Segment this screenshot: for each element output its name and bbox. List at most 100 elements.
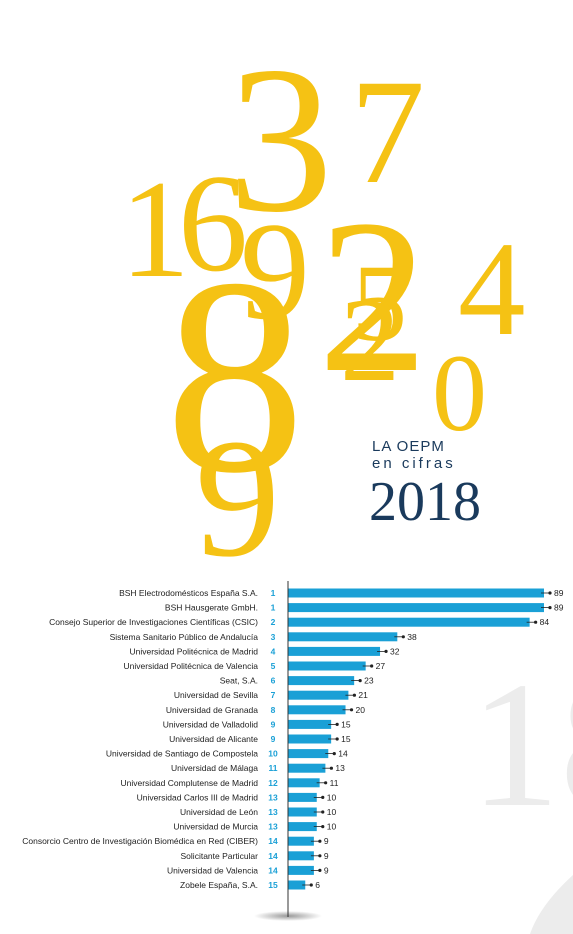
bar-category-label: Universidad de León [180,807,258,817]
bar-value-label: 38 [407,632,417,642]
bar [288,792,317,802]
cover-title: LA OEPM en cifras 2018 [369,438,481,533]
bar [288,807,317,817]
bar-category-label: Seat, S.A. [220,676,258,686]
bar-value-label: 84 [540,617,550,627]
bar-value-label: 15 [341,734,351,744]
cover-numeral: 2 [340,273,400,406]
bar-value-label: 15 [341,719,351,729]
bar [288,836,314,846]
watermark-curve [530,875,573,934]
bar-category-label: BSH Hausgerate GmbH. [165,603,258,613]
bar [288,603,544,613]
bar [288,880,306,890]
bar-value-dot [332,752,336,756]
bar-value-dot [321,810,325,814]
bar [288,851,314,861]
bar [288,588,544,598]
bar [288,705,346,715]
bar-category-label: Universidad de Valencia [167,865,258,875]
bar-value-dot [401,635,405,639]
bar-category-label: Universidad de Santiago de Compostela [106,749,258,759]
bar-category-label: Universidad Politécnica de Valencia [123,661,258,671]
bar-category-label: Universidad Carlos III de Madrid [137,792,259,802]
bar-value-label: 14 [338,749,348,759]
bar [288,646,381,656]
bar-value-label: 13 [335,763,345,773]
bar-value-label: 10 [327,807,337,817]
bar-category-label: Universidad de Málaga [171,763,258,773]
bar-rank-label: 12 [268,778,278,788]
bar-value-dot [318,854,322,858]
bar-value-label: 89 [554,603,564,613]
bar-value-dot [335,737,339,741]
bar-value-dot [318,868,322,872]
bar-value-label: 9 [324,865,329,875]
bar-value-dot [329,766,333,770]
bar-value-dot [324,781,328,785]
bar-value-label: 11 [330,778,339,788]
title-year: 2018 [369,471,481,533]
bar-rank-label: 1 [271,603,276,613]
bar-value-dot [534,620,538,624]
bar-value-label: 20 [356,705,366,715]
bar-rank-label: 6 [271,676,276,686]
ranking-bar-chart: 18 BSH Electrodomésticos España S.A.189B… [22,581,573,934]
cover-numeral: 6 [178,146,248,301]
title-line1: LA OEPM [372,438,445,455]
bar [288,719,332,729]
cover-numeral: 8 [165,220,305,531]
bar-rank-label: 7 [271,690,276,700]
watermark-text: 18 [470,645,573,844]
bar-value-label: 27 [376,661,386,671]
bar-value-label: 21 [358,690,368,700]
bar-rank-label: 5 [271,661,276,671]
bar [288,734,332,744]
bar-value-dot [321,795,325,799]
bar-value-dot [321,825,325,829]
bar-value-label: 9 [324,851,329,861]
bar-rank-label: 15 [268,880,278,890]
bar-category-label: Universidad de Sevilla [174,690,258,700]
bar-rank-label: 1 [271,588,276,598]
bar-value-dot [352,693,357,697]
bar [288,749,329,759]
bar-value-dot [335,722,339,726]
bar-category-label: BSH Electrodomésticos España S.A. [119,588,258,598]
bar-value-label: 32 [390,646,400,656]
bar-value-dot [358,679,362,683]
bar-rank-label: 3 [271,632,276,642]
bar-category-label: Universidad de Murcia [173,822,258,832]
bar-rank-label: 11 [269,763,278,773]
bar-category-label: Zobele España, S.A. [180,880,258,890]
bar-rank-label: 9 [271,734,276,744]
bar-rank-label: 10 [268,749,278,759]
cover-numeral: 3 [228,24,333,256]
bar-rank-label: 8 [271,705,276,715]
cover-numeral: 9 [240,194,310,349]
bar [288,822,317,832]
bar [288,676,355,686]
cover-numeral: 7 [350,49,425,215]
cover-numeral: 1 [120,152,190,307]
bar-rank-label: 14 [268,865,278,875]
bar-category-label: Universidad Complutense de Madrid [121,778,259,788]
bar-rank-label: 9 [271,719,276,729]
bar-category-label: Universidad Politécnica de Madrid [129,646,258,656]
bar-rank-label: 13 [268,807,278,817]
bar-category-label: Universidad de Granada [166,705,258,715]
bar-value-dot [548,591,552,595]
bar-rank-label: 2 [271,617,276,627]
bar-value-label: 23 [364,676,374,686]
bar-category-label: Universidad de Valladolid [163,719,259,729]
bar-value-label: 10 [327,822,337,832]
bar-category-label: Universidad de Alicante [169,734,258,744]
bar [288,865,314,875]
bar-rank-label: 14 [268,851,278,861]
bar-rank-label: 14 [268,836,278,846]
bar-value-label: 10 [327,792,337,802]
bar-value-dot [309,883,313,887]
cover-numeral: 2 [318,174,428,418]
cover-numeral: 0 [432,332,487,454]
bar-value-dot [349,708,354,712]
